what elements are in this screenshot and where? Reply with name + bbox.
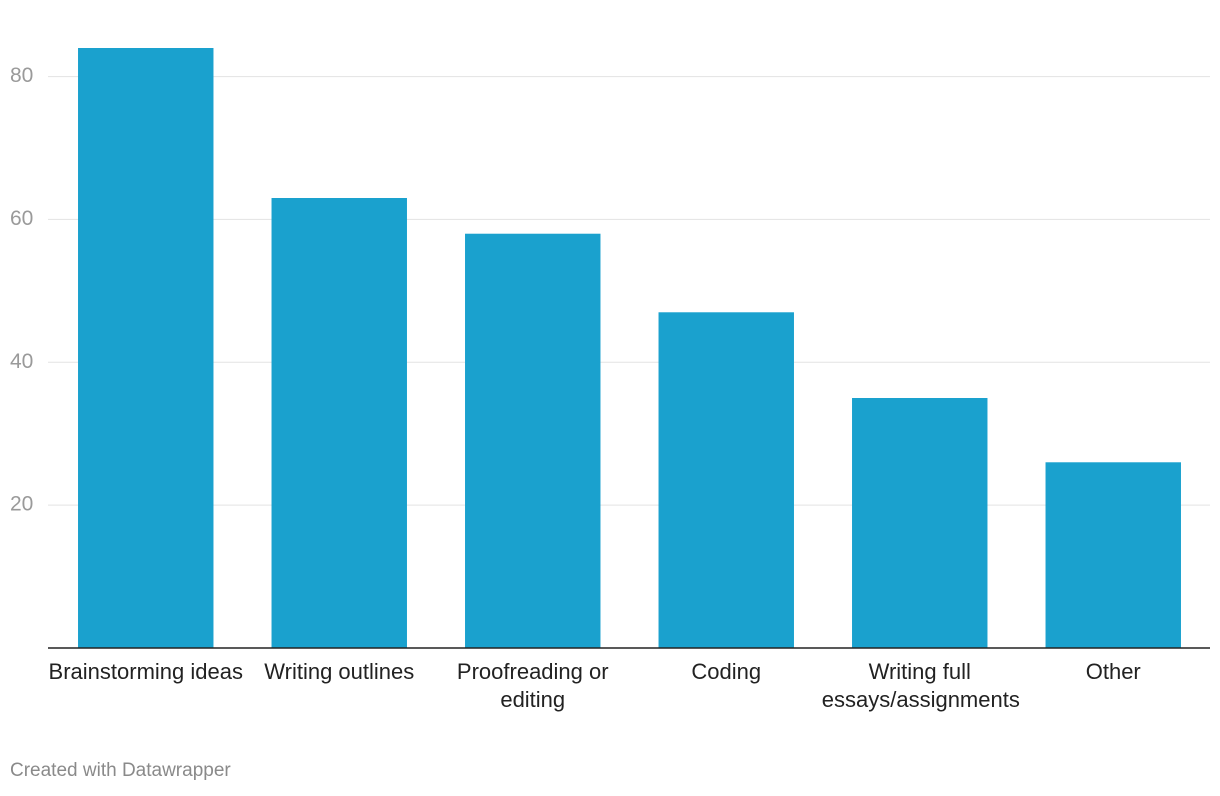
bar [465, 233, 601, 648]
x-tick-label: Other [1085, 659, 1141, 684]
bar [1045, 462, 1181, 648]
x-tick-label: Writing full essays/assignments [821, 659, 1020, 712]
x-tick-label: Writing outlines [264, 659, 415, 684]
bar [271, 198, 407, 648]
y-tick-label: 40 [10, 350, 33, 373]
credit: Created with Datawrapper [10, 760, 231, 781]
x-tick-label: Coding [691, 659, 762, 684]
x-tick-label: Brainstorming ideas [48, 659, 243, 684]
bar [658, 312, 794, 648]
y-tick-label: 80 [10, 64, 33, 87]
bar [78, 48, 214, 648]
y-tick-label: 60 [10, 207, 33, 230]
x-tick-label: Proofreading or editing [456, 659, 609, 712]
bar [852, 398, 988, 648]
y-tick-label: 20 [10, 493, 33, 516]
